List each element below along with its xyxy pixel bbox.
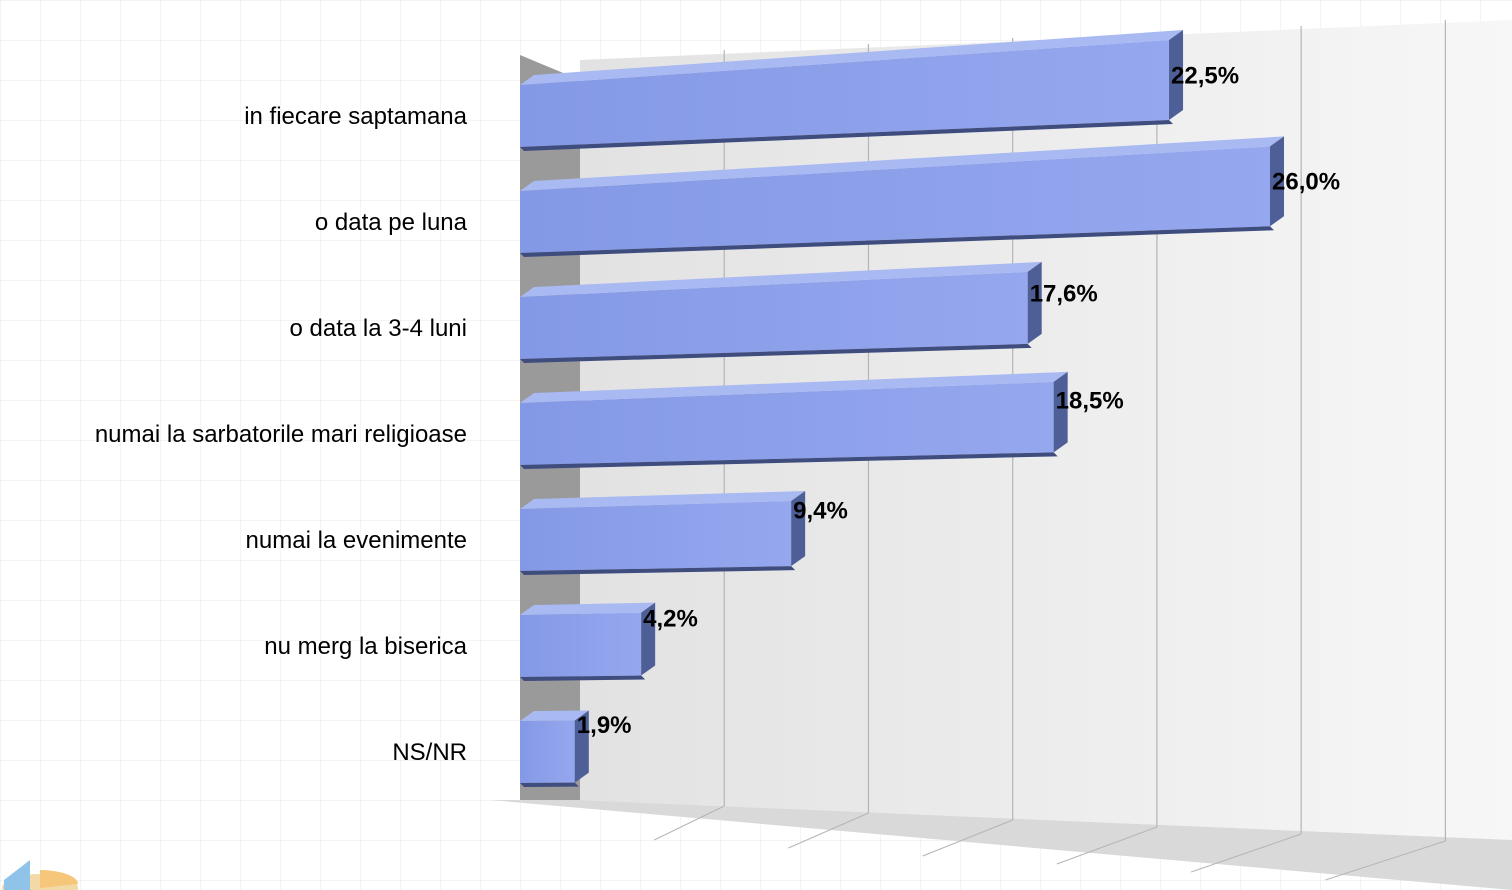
- bar-top: [520, 371, 1068, 403]
- bar-top: [520, 602, 656, 615]
- value-label: 4,2%: [643, 605, 698, 632]
- labels: in fiecare saptamana 22,5% o data pe luna 2…: [95, 63, 1340, 767]
- category-label: NS/NR: [392, 739, 467, 766]
- bar-top: [520, 490, 806, 509]
- floor-gridline: [1325, 840, 1446, 881]
- bar-shadow: [520, 226, 1274, 257]
- bar-shadow: [520, 452, 1058, 469]
- floor-gridline: [654, 805, 725, 841]
- bar-shadow: [520, 120, 1174, 151]
- category-label: o data la 3-4 luni: [290, 315, 467, 342]
- floor-gridline: [1056, 826, 1158, 865]
- bar: [520, 500, 792, 571]
- bar-side: [1270, 136, 1284, 227]
- pie-chart-logo-icon: [2, 860, 78, 890]
- bar: [520, 612, 642, 677]
- bar-top: [520, 136, 1284, 191]
- bar-side: [641, 602, 656, 676]
- floor-gridline: [1190, 833, 1302, 873]
- value-label: 26,0%: [1272, 169, 1340, 196]
- bar: [520, 720, 575, 783]
- bar: [520, 381, 1054, 465]
- category-label: nu merg la biserica: [264, 633, 467, 660]
- bar-side: [791, 490, 806, 567]
- floor-gridline: [922, 819, 1013, 857]
- bars: [520, 30, 1284, 787]
- bar-shadow: [520, 782, 579, 787]
- bar: [520, 40, 1170, 147]
- value-label: 22,5%: [1171, 63, 1239, 90]
- bar-side: [1027, 261, 1042, 344]
- bar-side: [574, 710, 589, 783]
- bar-side: [1169, 30, 1184, 120]
- bar-shadow: [520, 675, 646, 681]
- bar-shadow: [520, 566, 796, 575]
- category-label: numai la evenimente: [246, 527, 467, 554]
- bar-shadow: [520, 343, 1032, 363]
- value-label: 1,9%: [577, 712, 632, 739]
- bar-side: [1053, 371, 1068, 453]
- bar: [520, 146, 1270, 253]
- value-label: 9,4%: [793, 498, 848, 525]
- bar-top: [520, 30, 1184, 85]
- bar-top: [520, 710, 589, 721]
- bar: [520, 271, 1028, 359]
- category-label: numai la sarbatorile mari religioase: [95, 421, 467, 448]
- value-label: 18,5%: [1056, 388, 1124, 415]
- category-label: in fiecare saptamana: [244, 103, 467, 130]
- category-label: o data pe luna: [315, 209, 468, 236]
- bar-top: [520, 261, 1042, 297]
- floor-gridline: [788, 812, 869, 849]
- floor: [490, 800, 1512, 890]
- value-label: 17,6%: [1030, 280, 1098, 307]
